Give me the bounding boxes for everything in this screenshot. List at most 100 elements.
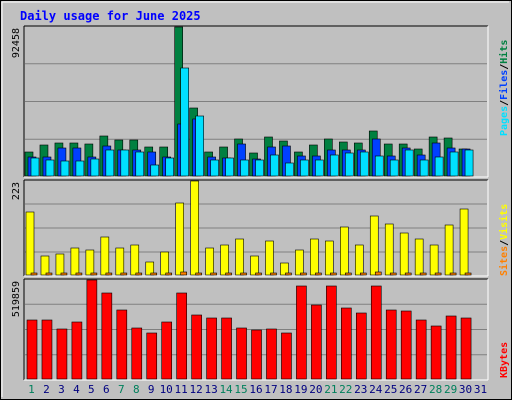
visits-bar [85, 249, 95, 276]
hits-panel-legend-hits: Hits [498, 40, 510, 64]
pages-bar [150, 164, 160, 177]
sites-bar [285, 272, 292, 276]
visits-bar [115, 247, 125, 276]
visits-bar [459, 208, 469, 276]
pages-bar [419, 159, 429, 177]
day-label: 2 [43, 383, 50, 396]
sites-bar [330, 272, 337, 276]
kbytes-bar [281, 332, 292, 380]
pages-bar [330, 154, 339, 177]
pages-bar [389, 159, 399, 177]
pages-bar [195, 115, 204, 177]
day-label: 5 [88, 383, 95, 396]
visits-panel-legend-separator: / [499, 240, 510, 246]
visits-bar [55, 253, 65, 276]
visits-panel-legend-sites: Sites [498, 246, 510, 276]
pages-bar [75, 160, 85, 177]
day-label: 15 [234, 383, 247, 396]
sites-bar [419, 272, 427, 276]
sites-bar [270, 272, 277, 276]
sites-bar [225, 272, 232, 276]
pages-bar [120, 149, 130, 177]
pages-bar [300, 159, 309, 177]
sites-bar [165, 272, 173, 276]
hits-panel-legend-separator: / [499, 64, 510, 70]
kbytes-bar [116, 309, 128, 380]
kbytes-bar [251, 329, 262, 380]
visits-bar [310, 238, 319, 276]
day-label: 10 [160, 383, 173, 396]
sites-bar [60, 272, 68, 276]
pages-bar [270, 154, 279, 177]
sites-bar [359, 272, 367, 276]
kbytes-bar [355, 312, 367, 380]
day-label: 20 [309, 383, 322, 396]
kbytes-bar [430, 325, 442, 380]
kbytes-bar [86, 279, 98, 380]
chart-title: Daily usage for June 2025 [20, 9, 201, 23]
visits-bar [130, 244, 140, 276]
kbytes-bar [221, 317, 232, 380]
pages-bar [345, 152, 354, 177]
kbytes-bar [236, 327, 247, 380]
day-label: 17 [264, 383, 277, 396]
visits-bar [340, 226, 349, 276]
visits-bar [160, 251, 170, 276]
day-label: 28 [429, 383, 442, 396]
pages-bar [225, 157, 234, 177]
day-label: 25 [384, 383, 397, 396]
kbytes-bar [176, 292, 187, 380]
visits-bar [190, 180, 199, 276]
day-label: 6 [103, 383, 110, 396]
pages-bar [90, 158, 100, 177]
hits-panel-legend: Pages/Files/Hits [498, 40, 510, 136]
day-label: 18 [279, 383, 292, 396]
pages-bar [404, 149, 414, 177]
day-label: 22 [339, 383, 352, 396]
sites-bar [75, 272, 83, 276]
pages-bar [255, 159, 264, 177]
kbytes-panel-legend: KBytes [499, 342, 510, 378]
hits-panel-legend-separator: / [499, 100, 510, 106]
visits-bar [414, 238, 424, 276]
kbytes-bar [101, 292, 113, 380]
sites-bar [135, 272, 143, 276]
day-label: 7 [118, 383, 125, 396]
visits-bar [384, 223, 394, 276]
visits-panel-legend: Sites/Visits [498, 204, 510, 276]
kbytes-bar [370, 285, 382, 380]
kbytes-bar [296, 285, 307, 380]
hits-panel-legend-pages: Pages [499, 106, 510, 136]
day-label: 27 [414, 383, 427, 396]
visits-panel-legend-visits: Visits [498, 204, 510, 240]
visits-bar [265, 240, 274, 276]
pages-bar [165, 157, 175, 177]
day-label: 26 [399, 383, 412, 396]
hits-panel-legend-files: Files [498, 70, 510, 100]
sites-bar [389, 272, 397, 276]
day-label: 23 [354, 383, 367, 396]
pages-bar [45, 159, 55, 177]
kbytes-bar [460, 317, 472, 380]
pages-bar [60, 160, 70, 177]
day-label: 30 [459, 383, 472, 396]
day-label: 24 [369, 383, 383, 396]
visits-bar [325, 240, 334, 276]
sites-bar [255, 272, 262, 276]
kbytes-bar [326, 285, 337, 380]
kbytes-panel-max-label: 519859 [11, 281, 22, 317]
visits-bar [235, 238, 244, 276]
pages-bar [315, 159, 324, 177]
pages-bar [285, 162, 294, 177]
pages-bar [135, 151, 145, 177]
sites-bar [300, 272, 307, 276]
day-label: 19 [294, 383, 307, 396]
sites-bar [120, 272, 128, 276]
sites-bar [195, 272, 202, 276]
sites-bar [434, 272, 442, 276]
pages-bar [374, 155, 384, 177]
day-label: 8 [133, 383, 140, 396]
sites-bar [404, 272, 412, 276]
kbytes-panel-legend-kbytes: KBytes [499, 342, 510, 378]
kbytes-bar [41, 319, 53, 380]
